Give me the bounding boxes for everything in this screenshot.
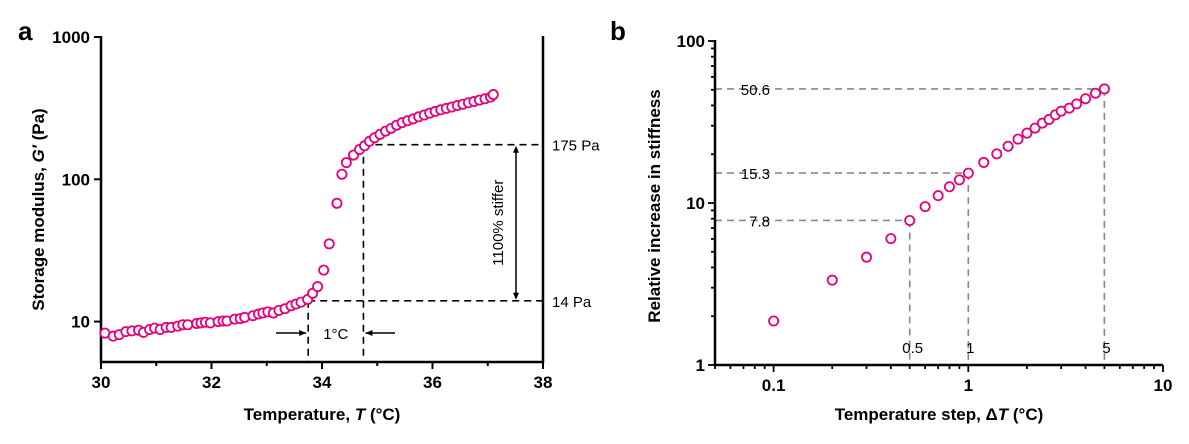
x-tick-label: 30 bbox=[92, 373, 111, 392]
y-axis-label-part: Storage modulus, bbox=[29, 162, 48, 310]
y-axis-label-part: (Pa) bbox=[29, 108, 48, 145]
data-point bbox=[861, 251, 873, 263]
x-axis-label-part: Temperature, bbox=[244, 405, 355, 424]
lower-level-label: 14 Pa bbox=[552, 294, 592, 311]
span-label: 1°C bbox=[323, 326, 348, 343]
y-tick-label: 10 bbox=[71, 313, 90, 332]
y-tick-label: 10 bbox=[686, 194, 705, 213]
x-axis-label-part: (°C) bbox=[1008, 405, 1043, 424]
data-point bbox=[318, 264, 330, 276]
y-guide-label: 15.3 bbox=[741, 166, 770, 183]
y-guide-label: 50.6 bbox=[741, 82, 770, 99]
data-point bbox=[962, 167, 974, 179]
data-point bbox=[991, 148, 1003, 160]
data-point bbox=[932, 190, 944, 202]
x-guide-label: 5 bbox=[1102, 340, 1110, 357]
arrow-up-icon bbox=[513, 145, 519, 153]
data-point bbox=[487, 89, 499, 101]
panel-a-chart: 1100% stiffer 1°C 175 Pa 14 Pa 30 32 34 36 38 10 1… bbox=[29, 28, 600, 424]
x-axis-label-part: Temperature step, Δ bbox=[835, 405, 998, 424]
x-axis-label-part: T bbox=[355, 405, 367, 424]
data-point bbox=[1029, 122, 1041, 134]
data-point bbox=[323, 238, 335, 250]
x-tick-label: 32 bbox=[202, 373, 221, 392]
arrow-down-icon bbox=[513, 292, 519, 300]
x-axis-label-part: T bbox=[998, 405, 1010, 424]
data-point bbox=[182, 319, 194, 331]
data-point bbox=[340, 157, 352, 169]
x-tick-label: 10 bbox=[1154, 376, 1173, 395]
x-tick-label: 34 bbox=[313, 373, 332, 392]
data-point bbox=[1080, 93, 1092, 105]
data-point bbox=[943, 181, 955, 193]
data-point bbox=[885, 233, 897, 245]
arrow-right-icon bbox=[299, 330, 307, 336]
x-tick-label: 1 bbox=[964, 376, 973, 395]
data-point bbox=[1002, 140, 1014, 152]
data-point bbox=[953, 174, 965, 186]
x-tick-label: 36 bbox=[423, 373, 442, 392]
data-point bbox=[826, 274, 838, 286]
data-point bbox=[768, 315, 780, 327]
upper-level-label: 175 Pa bbox=[552, 138, 600, 155]
x-axis-label: Temperature step, ΔT (°C) bbox=[835, 405, 1044, 424]
data-point bbox=[312, 281, 324, 293]
data-point bbox=[1098, 83, 1110, 95]
x-guide-label: 0.5 bbox=[902, 340, 923, 357]
y-guide-label: 7.8 bbox=[749, 213, 770, 230]
data-point bbox=[336, 168, 348, 180]
data-point bbox=[1021, 127, 1033, 139]
data-point bbox=[1089, 87, 1101, 99]
data-point bbox=[1012, 133, 1024, 145]
y-axis-label: Storage modulus, G′ (Pa) bbox=[29, 108, 48, 310]
x-guide-label: 1 bbox=[966, 340, 974, 357]
data-point bbox=[331, 197, 343, 209]
data-point bbox=[1071, 98, 1083, 110]
stiffer-label: 1100% stiffer bbox=[490, 180, 507, 266]
panel-label-b: b bbox=[610, 16, 626, 46]
y-axis-label: Relative increase in stiffness bbox=[645, 89, 664, 322]
panel-label-a: a bbox=[18, 16, 33, 46]
data-point bbox=[904, 214, 916, 226]
y-tick-label: 100 bbox=[62, 170, 90, 189]
arrow-left-icon bbox=[365, 330, 373, 336]
y-tick-label: 1000 bbox=[52, 28, 90, 47]
x-tick-label: 0.1 bbox=[762, 376, 786, 395]
data-point bbox=[978, 156, 990, 168]
y-tick-label: 1 bbox=[696, 356, 705, 375]
x-axis-label-part: (°C) bbox=[365, 405, 400, 424]
x-axis-label: Temperature, T (°C) bbox=[244, 405, 401, 424]
panel-b-chart: 7.8 0.5 15.3 1 50.6 5 0.1 1 10 1 10 100 Temperature … bbox=[645, 32, 1172, 424]
y-tick-label: 100 bbox=[677, 32, 705, 51]
y-axis-label-part: G′ bbox=[29, 144, 48, 162]
x-tick-label: 38 bbox=[534, 373, 553, 392]
data-point bbox=[919, 201, 931, 213]
